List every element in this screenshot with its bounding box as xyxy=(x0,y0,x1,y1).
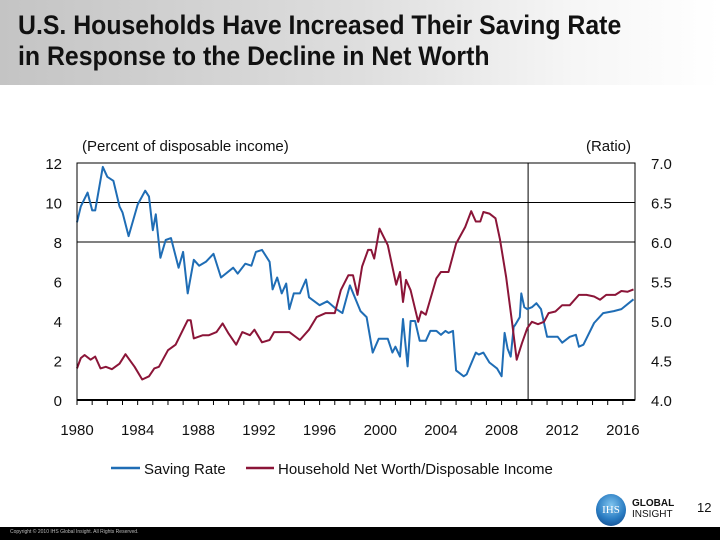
ihs-logo-mark: IHS xyxy=(596,494,626,526)
y-right-tick-label: 5.5 xyxy=(651,275,672,292)
y-right-tick-label: 6.5 xyxy=(651,196,672,213)
x-tick-label: 2016 xyxy=(606,422,639,439)
left-axis-label: (Percent of disposable income) xyxy=(82,138,289,155)
x-tick-label: 1988 xyxy=(182,422,215,439)
y-left-tick-label: 2 xyxy=(54,354,62,371)
y-left-tick-label: 12 xyxy=(45,156,62,173)
right-axis-label: (Ratio) xyxy=(586,138,631,155)
y-right-tick-label: 6.0 xyxy=(651,235,672,252)
logo-line-1: GLOBAL xyxy=(632,498,675,509)
x-tick-label: 2008 xyxy=(485,422,518,439)
saving-rate-line xyxy=(76,165,635,378)
footer-bar: Copyright © 2010 IHS Global Insight. All… xyxy=(0,527,720,540)
title-line-2: in Response to the Decline in Net Worth xyxy=(18,41,490,71)
title-line-1: U.S. Households Have Increased Their Sav… xyxy=(18,10,622,40)
net-worth-ratio-line xyxy=(76,210,634,381)
x-tick-label: 1984 xyxy=(121,422,154,439)
title-band: U.S. Households Have Increased Their Sav… xyxy=(0,0,720,85)
x-tick-label: 2000 xyxy=(364,422,397,439)
legend-label-saving-rate: Saving Rate xyxy=(144,461,226,478)
slide-title: U.S. Households Have Increased Their Sav… xyxy=(18,10,621,72)
copyright-text: Copyright © 2010 IHS Global Insight. All… xyxy=(10,529,139,535)
x-tick-label: 1980 xyxy=(60,422,93,439)
y-right-tick-label: 4.0 xyxy=(651,393,672,410)
y-right-tick-label: 4.5 xyxy=(651,354,672,371)
logo-line-2: INSIGHT xyxy=(632,509,673,520)
legend-label-net-worth: Household Net Worth/Disposable Income xyxy=(278,461,553,478)
y-left-tick-label: 0 xyxy=(54,393,62,410)
y-right-tick-label: 5.0 xyxy=(651,314,672,331)
y-left-tick-label: 4 xyxy=(54,314,62,331)
y-left-tick-label: 8 xyxy=(54,235,62,252)
page-number: 12 xyxy=(697,500,712,515)
logo-wordmark: GLOBAL INSIGHT xyxy=(632,498,674,520)
x-tick-label: 1996 xyxy=(303,422,336,439)
x-tick-label: 2004 xyxy=(424,422,457,439)
y-left-tick-label: 10 xyxy=(45,196,62,213)
x-tick-label: 2012 xyxy=(546,422,579,439)
y-left-tick-label: 6 xyxy=(54,275,62,292)
legend: Saving Rate Household Net Worth/Disposab… xyxy=(111,461,553,478)
y-right-tick-label: 7.0 xyxy=(651,156,672,173)
x-tick-label: 1992 xyxy=(242,422,275,439)
ihs-global-insight-logo: IHS GLOBAL INSIGHT xyxy=(596,494,686,528)
